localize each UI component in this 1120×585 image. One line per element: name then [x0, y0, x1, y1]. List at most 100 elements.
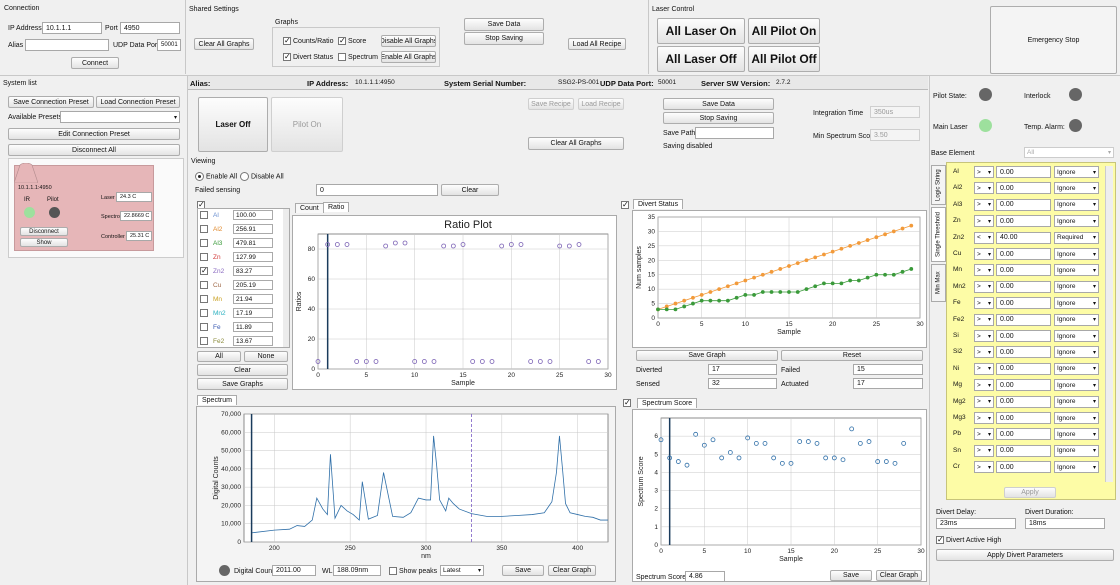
save-data-top-button[interactable]: Save Data: [464, 18, 544, 31]
load-all-recipe-button[interactable]: Load All Recipe: [568, 38, 626, 50]
save-path-input[interactable]: [695, 127, 774, 139]
all-pilot-off-button[interactable]: All Pilot Off: [748, 46, 820, 72]
element-check[interactable]: [200, 337, 208, 345]
element-row[interactable]: Fe 11.89: [200, 321, 284, 333]
threshold-operator-select[interactable]: <: [974, 231, 994, 244]
divert-status-plot[interactable]: 0 5 10 15 20 25 30 0 5 10 15 20 25 30 35 Sample Num samp…: [633, 211, 925, 347]
threshold-mode-select[interactable]: Ignore: [1054, 330, 1099, 342]
threshold-value-input[interactable]: 0.00: [996, 444, 1051, 457]
ratio-plot[interactable]: Ratio Plot 0 5 10 15 20 25 30 0 20 40 60 80 Sample Rat…: [293, 216, 615, 388]
threshold-mode-select[interactable]: Ignore: [1054, 395, 1099, 408]
threshold-value-input[interactable]: 0.00: [996, 395, 1051, 408]
threshold-mode-select[interactable]: Ignore: [1054, 264, 1099, 277]
threshold-mode-select[interactable]: Required: [1054, 231, 1099, 244]
tab-ratio[interactable]: Ratio: [323, 202, 350, 212]
all-laser-off-button[interactable]: All Laser Off: [657, 46, 745, 72]
port-input[interactable]: 4950: [120, 22, 180, 34]
integration-time-input[interactable]: 350us: [870, 106, 920, 118]
element-list-scrollbar[interactable]: [283, 209, 289, 347]
threshold-mode-select[interactable]: Ignore: [1054, 215, 1099, 228]
laser-off-button[interactable]: Laser Off: [198, 97, 268, 152]
element-row[interactable]: Cu 205.19: [200, 279, 284, 291]
save-recipe-button[interactable]: Save Recipe: [528, 98, 574, 110]
threshold-mode-select[interactable]: Ignore: [1054, 412, 1099, 424]
all-pilot-on-button[interactable]: All Pilot On: [748, 18, 820, 44]
save-data-button[interactable]: Save Data: [663, 98, 774, 110]
threshold-value-input[interactable]: 0.00: [996, 182, 1051, 195]
element-row[interactable]: Fe2 13.67: [200, 335, 284, 347]
emergency-stop-button[interactable]: Emergency Stop: [990, 6, 1117, 74]
load-recipe-button[interactable]: Load Recipe: [578, 98, 624, 110]
element-row[interactable]: Al 100.00: [200, 209, 284, 221]
threshold-mode-select[interactable]: Ignore: [1054, 182, 1099, 195]
spectrum-save-button[interactable]: Save: [502, 565, 544, 576]
threshold-operator-select[interactable]: >: [974, 412, 994, 424]
threshold-value-input[interactable]: 0.00: [996, 280, 1051, 293]
threshold-mode-select[interactable]: Ignore: [1054, 297, 1099, 310]
element-check[interactable]: [200, 295, 208, 303]
card-disconnect-button[interactable]: Disconnect: [20, 227, 68, 236]
threshold-mode-select[interactable]: Ignore: [1054, 379, 1099, 392]
base-element-select[interactable]: All: [1024, 147, 1114, 158]
spectrum-score-plot[interactable]: 0 5 10 15 20 25 30 0 1 2 3 4 5 6 Sample Spectrum Score: [633, 410, 925, 568]
element-check[interactable]: [200, 309, 208, 317]
element-row[interactable]: Al3 479.81: [200, 237, 284, 249]
edit-connection-preset-button[interactable]: Edit Connection Preset: [8, 128, 180, 140]
threshold-value-input[interactable]: 0.00: [996, 362, 1051, 375]
threshold-value-input[interactable]: 0.00: [996, 412, 1051, 424]
threshold-value-input[interactable]: 0.00: [996, 297, 1051, 310]
element-list[interactable]: Al 100.00 Al2 256.91 Al3 479.81 Zn 127.99 Zn2 83.…: [197, 208, 290, 348]
divert-active-high-check[interactable]: Divert Active High: [936, 534, 1001, 545]
show-peaks-check[interactable]: Show peaks: [389, 567, 437, 575]
failed-sensing-input[interactable]: 0: [316, 184, 438, 196]
threshold-value-input[interactable]: 0.00: [996, 198, 1051, 211]
divert-delay-input[interactable]: 23ms: [936, 518, 1016, 529]
elements-none-button[interactable]: None: [244, 351, 288, 362]
threshold-value-input[interactable]: 0.00: [996, 215, 1051, 228]
threshold-value-input[interactable]: 0.00: [996, 248, 1051, 260]
threshold-mode-select[interactable]: Ignore: [1054, 313, 1099, 326]
tab-min-max[interactable]: Min Max: [931, 264, 946, 302]
element-check[interactable]: [200, 211, 208, 219]
threshold-operator-select[interactable]: >: [974, 280, 994, 293]
element-check[interactable]: [200, 225, 208, 233]
threshold-operator-select[interactable]: >: [974, 346, 994, 359]
save-graphs-button[interactable]: Save Graphs: [197, 378, 288, 390]
threshold-operator-select[interactable]: >: [974, 461, 994, 474]
threshold-operator-select[interactable]: >: [974, 330, 994, 342]
min-spectrum-score-input[interactable]: 3.50: [870, 129, 920, 141]
element-check[interactable]: [200, 323, 208, 331]
threshold-value-input[interactable]: 0.00: [996, 428, 1051, 441]
threshold-mode-select[interactable]: Ignore: [1054, 280, 1099, 293]
divert-panel-check[interactable]: [621, 199, 631, 210]
threshold-value-input[interactable]: 0.00: [996, 264, 1051, 277]
threshold-operator-select[interactable]: >: [974, 297, 994, 310]
threshold-value-input[interactable]: 0.00: [996, 461, 1051, 474]
connect-button[interactable]: Connect: [71, 57, 119, 69]
threshold-operator-select[interactable]: >: [974, 313, 994, 326]
element-row[interactable]: Al2 256.91: [200, 223, 284, 235]
threshold-operator-select[interactable]: >: [974, 264, 994, 277]
element-check[interactable]: [200, 253, 208, 261]
threshold-value-input[interactable]: 0.00: [996, 346, 1051, 359]
element-check[interactable]: [200, 265, 208, 276]
available-presets-select[interactable]: [60, 111, 180, 123]
element-row[interactable]: Mn 21.94: [200, 293, 284, 305]
elements-clear-button[interactable]: Clear: [197, 364, 288, 376]
threshold-operator-select[interactable]: >: [974, 248, 994, 260]
spectrum-clear-graph-button[interactable]: Clear Graph: [548, 565, 596, 576]
element-row[interactable]: Zn2 83.27: [200, 265, 284, 277]
threshold-operator-select[interactable]: >: [974, 444, 994, 457]
threshold-operator-select[interactable]: >: [974, 362, 994, 375]
spectrum-plot[interactable]: 200 250 300 350 400 0 10,000 20,000 30,000 40,000…: [210, 409, 613, 559]
element-check[interactable]: [200, 281, 208, 289]
tab-single-threshold[interactable]: Single Threshold: [931, 207, 946, 262]
disconnect-all-button[interactable]: Disconnect All: [8, 144, 180, 156]
divert-duration-input[interactable]: 18ms: [1025, 518, 1105, 529]
enable-all-graphs-button[interactable]: Enable All Graphs: [381, 51, 436, 63]
threshold-value-input[interactable]: 0.00: [996, 166, 1051, 178]
elements-all-button[interactable]: All: [197, 351, 241, 362]
threshold-apply-button[interactable]: Apply: [1004, 487, 1056, 498]
load-connection-preset-button[interactable]: Load Connection Preset: [96, 96, 180, 108]
spectrum-check[interactable]: Spectrum: [338, 53, 378, 61]
